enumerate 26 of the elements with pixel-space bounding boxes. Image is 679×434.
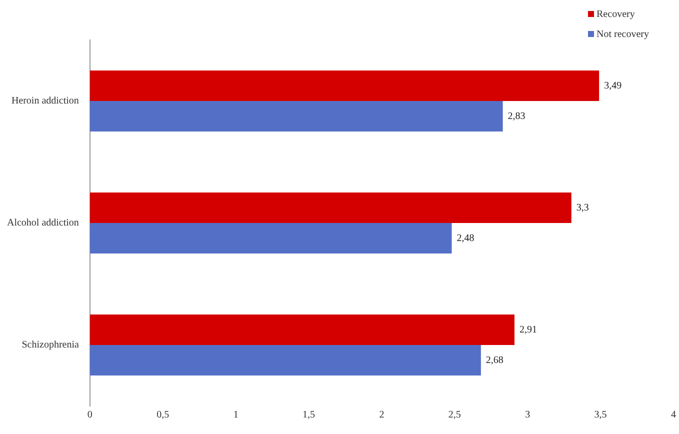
legend-label: Recovery	[596, 8, 635, 20]
x-tick-label: 2,5	[448, 410, 461, 421]
bar	[90, 70, 600, 101]
data-label: 3,3	[576, 202, 589, 214]
x-tick-label: 2	[379, 410, 384, 421]
bar	[90, 192, 572, 223]
y-tick-label: Heroin addiction	[11, 96, 79, 107]
x-tick-label: 1,5	[302, 410, 316, 421]
data-label: 2,68	[486, 354, 504, 366]
data-label: 3,49	[604, 80, 622, 92]
data-label: 2,83	[508, 110, 526, 122]
bar	[90, 314, 514, 345]
legend-label: Not recovery	[596, 28, 649, 40]
data-label: 2,91	[519, 324, 537, 336]
y-tick-label: Alcohol addiction	[6, 218, 79, 229]
x-tick-label: 0,5	[156, 410, 170, 421]
x-tick-label: 3	[525, 410, 530, 421]
x-tick-label: 4	[671, 410, 676, 421]
x-tick-label: 3,5	[594, 410, 607, 421]
x-tick-label: 1	[233, 410, 238, 421]
bar	[90, 101, 503, 132]
data-label: 2,48	[456, 232, 474, 244]
bar	[90, 223, 452, 254]
bar	[90, 345, 481, 376]
y-tick-label: Schizophrenia	[22, 340, 80, 351]
x-tick-label: 0	[87, 410, 92, 421]
